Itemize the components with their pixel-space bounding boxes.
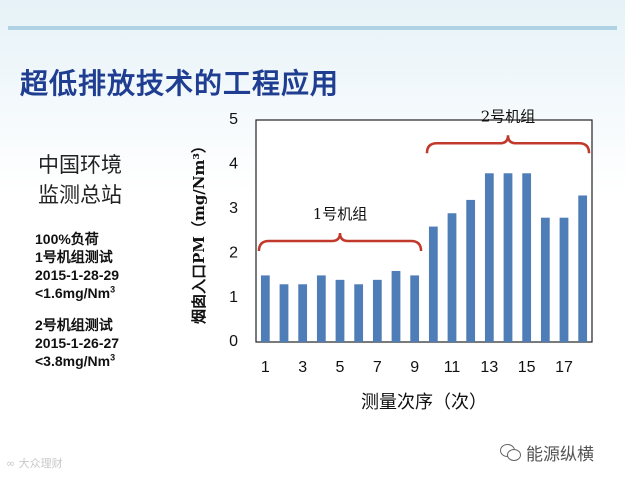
bar-18: [578, 195, 588, 342]
chart-plot-area: [255, 119, 593, 343]
watermark-left: ∞ 大众理财: [6, 457, 63, 470]
bar-10: [428, 226, 438, 342]
bar-7: [372, 279, 382, 342]
wechat-icon: [500, 443, 522, 462]
x-tick-label: 9: [410, 359, 419, 376]
unit1-test-label: 1号机组测试: [35, 249, 113, 265]
bar-12: [466, 199, 476, 342]
load-note: 100%负荷: [35, 231, 99, 247]
y-tick-label: 4: [229, 156, 238, 173]
y-tick-label: 0: [229, 333, 238, 350]
x-tick-label: 15: [518, 359, 536, 376]
slide-title: 超低排放技术的工程应用: [20, 67, 340, 100]
bar-4: [316, 275, 326, 342]
bar-2: [279, 284, 289, 342]
bar-14: [503, 173, 513, 342]
y-tick-label: 3: [229, 200, 238, 217]
bar-3: [298, 284, 308, 342]
unit1-test-date: 2015-1-28-29: [35, 267, 120, 283]
bar-8: [391, 270, 401, 342]
x-tick-label: 5: [336, 359, 345, 376]
organization-name: 中国环境 监测总站: [38, 150, 168, 210]
y-tick-label: 1: [229, 289, 238, 306]
organization-line-1: 中国环境: [38, 153, 122, 177]
annotation-label-2: 2号机组: [481, 107, 536, 125]
unit2-limit: <3.8mg/Nm3: [35, 352, 116, 369]
bar-16: [540, 217, 550, 342]
x-axis-label: 测量次序（次）: [361, 392, 487, 413]
unit2-test-label: 2号机组测试: [35, 317, 113, 333]
bar-15: [522, 173, 532, 342]
unit1-limit: <1.6mg/Nm3: [35, 284, 116, 301]
top-rule: [8, 26, 617, 30]
bar-13: [484, 173, 494, 342]
bar-5: [335, 279, 345, 342]
bar-9: [410, 275, 420, 342]
y-tick-label: 2: [229, 244, 238, 261]
bracket-1: [257, 232, 423, 252]
y-tick-label: 5: [229, 111, 238, 128]
watermark-right: 能源纵横: [500, 440, 594, 465]
y-axis-label: 烟囱入口PM（mg/Nm³）: [190, 138, 208, 324]
bar-17: [559, 217, 569, 342]
watermark-right-label: 能源纵横: [526, 445, 594, 465]
organization-line-2: 监测总站: [38, 183, 122, 207]
x-tick-label: 1: [261, 359, 270, 376]
annotation-label-1: 1号机组: [313, 205, 368, 223]
x-tick-label: 11: [444, 359, 461, 376]
x-tick-label: 17: [555, 359, 573, 376]
x-tick-label: 13: [480, 359, 498, 376]
unit2-test-date: 2015-1-26-27: [35, 335, 120, 351]
x-tick-label: 3: [298, 359, 307, 376]
bracket-2: [425, 135, 591, 154]
bar-6: [354, 284, 364, 342]
x-tick-label: 7: [373, 359, 382, 376]
bar-11: [447, 213, 457, 342]
bar-1: [260, 275, 270, 342]
test-notes: 100%负荷 1号机组测试 2015-1-28-29 <1.6mg/Nm3 2号…: [35, 230, 205, 370]
